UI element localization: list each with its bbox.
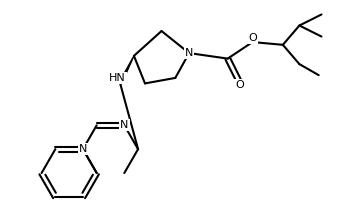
Text: O: O bbox=[235, 81, 244, 91]
Text: N: N bbox=[120, 120, 128, 130]
Text: N: N bbox=[185, 48, 193, 58]
Text: HN: HN bbox=[109, 73, 126, 83]
Text: O: O bbox=[248, 33, 257, 43]
Polygon shape bbox=[119, 56, 134, 84]
Text: N: N bbox=[79, 144, 87, 154]
